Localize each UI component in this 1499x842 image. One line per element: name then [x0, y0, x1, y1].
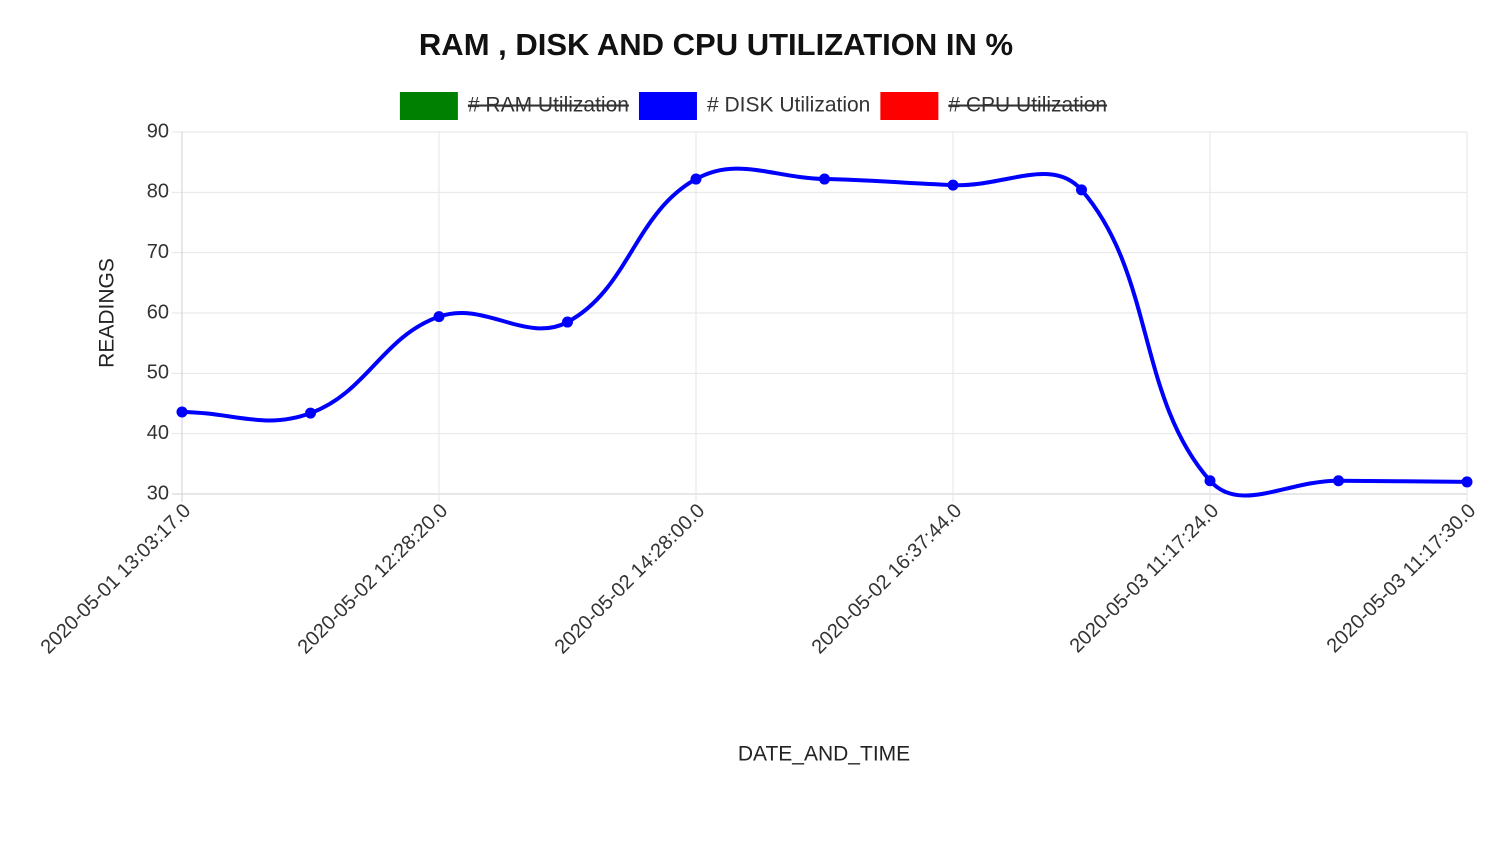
legend-label: # DISK Utilization — [707, 94, 870, 117]
y-tick-label: 50 — [147, 362, 169, 384]
point — [433, 311, 445, 323]
legend-swatch — [399, 92, 458, 120]
point — [1461, 476, 1473, 488]
point — [562, 316, 573, 328]
x-axis-title: DATE_AND_TIME — [738, 743, 910, 766]
x-tick-label: 2020-05-02 16:37:44.0 — [808, 500, 967, 659]
y-tick-label: 80 — [147, 181, 169, 203]
x-tick-label: 2020-05-02 14:28:00.0 — [551, 500, 710, 659]
point — [819, 173, 830, 185]
legend: # RAM Utilization # DISK Utilization # CPU… — [399, 92, 1107, 120]
x-tick-label: 2020-05-01 13:03:17.0 — [37, 500, 196, 659]
x-tick-label: 2020-05-02 12:28:20.0 — [294, 500, 453, 659]
legend-label: # CPU Utilization — [948, 94, 1107, 117]
x-tick-label: 2020-05-03 11:17:30.0 — [1323, 500, 1481, 658]
point — [690, 173, 702, 185]
point — [947, 179, 959, 191]
y-tick-label: 30 — [147, 482, 169, 504]
point — [1076, 184, 1087, 196]
point — [1204, 475, 1216, 487]
y-tick-label: 40 — [147, 422, 169, 444]
x-tick-label: 2020-05-03 11:17:24.0 — [1066, 500, 1224, 658]
y-tick-label: 60 — [147, 301, 169, 323]
point — [1333, 475, 1344, 487]
legend-swatch — [880, 92, 939, 120]
chart-title: RAM , DISK AND CPU UTILIZATION IN % — [419, 27, 1013, 62]
point — [305, 407, 316, 419]
legend-swatch — [638, 92, 697, 120]
y-tick-label: 70 — [147, 241, 169, 263]
line — [181, 166, 1468, 498]
y-tick-label: 90 — [147, 120, 169, 142]
legend-label: # RAM Utilization — [468, 94, 629, 117]
y-axis-title: READINGS — [96, 258, 119, 368]
point — [176, 406, 188, 418]
